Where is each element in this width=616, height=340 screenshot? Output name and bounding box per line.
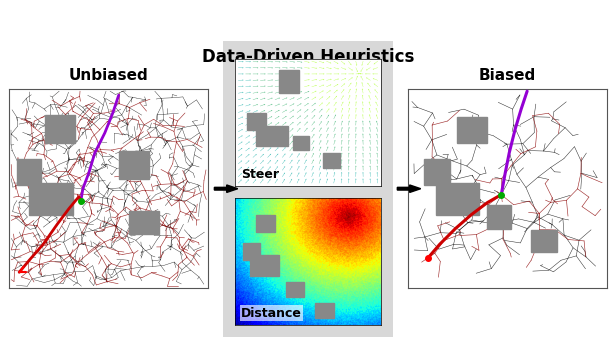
Bar (17, 159, 41, 185)
Bar (531, 231, 557, 252)
Bar (29, 183, 73, 215)
Bar (129, 210, 158, 235)
Text: Biased: Biased (479, 68, 536, 83)
Text: Unbiased: Unbiased (69, 68, 148, 83)
Text: Data-Driven Heuristics: Data-Driven Heuristics (202, 48, 414, 66)
Bar (424, 159, 450, 185)
Bar (45, 115, 75, 143)
Bar (458, 117, 487, 143)
Bar (436, 183, 479, 215)
Bar (487, 205, 511, 228)
Bar (119, 151, 148, 179)
